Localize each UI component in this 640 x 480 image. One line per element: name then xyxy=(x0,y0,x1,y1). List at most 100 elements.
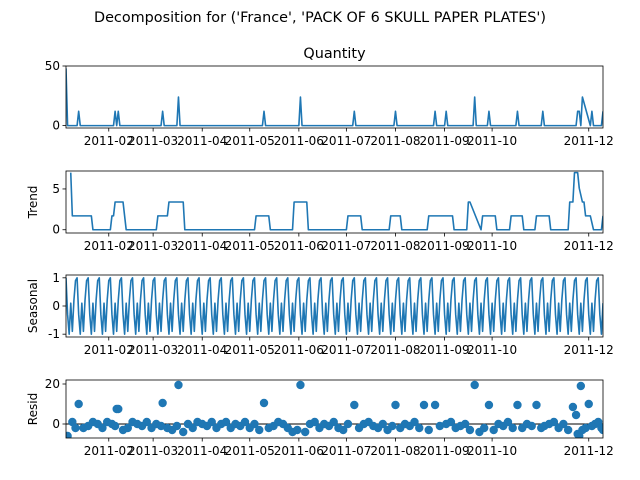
resid-point xyxy=(350,400,359,410)
resid-point xyxy=(489,425,498,435)
resid-point xyxy=(179,427,188,437)
resid-point xyxy=(255,425,264,435)
y-tick-label: 5 xyxy=(52,182,60,196)
panel-1: 0502011-022011-032011-042011-052011-0620… xyxy=(45,46,614,148)
panels: 0502011-022011-032011-042011-052011-0620… xyxy=(26,46,614,458)
x-tick-label: 2011-04 xyxy=(177,134,227,148)
resid-point xyxy=(581,423,590,433)
resid-point xyxy=(430,400,440,410)
x-tick-label: 2011-09 xyxy=(420,343,470,357)
resid-point xyxy=(310,417,319,427)
x-tick-label: 2011-09 xyxy=(420,239,470,253)
x-tick-label: 2011-12 xyxy=(564,134,614,148)
resid-point xyxy=(188,423,197,433)
y-tick-label: -1 xyxy=(48,327,60,341)
x-tick-label: 2011-09 xyxy=(420,444,470,458)
resid-point xyxy=(207,417,216,427)
x-tick-label: 2011-07 xyxy=(321,444,371,458)
resid-point xyxy=(98,423,107,433)
resid-point xyxy=(74,399,83,409)
x-tick-label: 2011-10 xyxy=(467,343,517,357)
x-tick-label: 2011-08 xyxy=(370,239,420,253)
resid-point xyxy=(388,421,397,431)
resid-point xyxy=(71,423,80,433)
x-tick-label: 2011-12 xyxy=(564,239,614,253)
resid-point xyxy=(66,431,72,438)
trend-line xyxy=(69,171,603,231)
x-tick-label: 2011-05 xyxy=(225,134,275,148)
x-tick-label: 2011-08 xyxy=(370,444,420,458)
panel-3: -1012011-022011-032011-042011-052011-062… xyxy=(26,271,614,357)
y-axis-label: Resid xyxy=(26,393,40,425)
resid-point xyxy=(339,425,348,435)
panel-4: 0202011-022011-032011-042011-052011-0620… xyxy=(26,377,614,458)
resid-point xyxy=(549,417,559,427)
x-tick-label: 2011-05 xyxy=(225,343,275,357)
resid-point xyxy=(240,417,250,427)
seasonal-line xyxy=(66,277,603,335)
resid-point xyxy=(410,417,419,427)
axes-frame xyxy=(65,65,604,129)
x-tick-label: 2011-10 xyxy=(467,444,517,458)
x-tick-label: 2011-04 xyxy=(177,239,227,253)
resid-point xyxy=(391,400,400,410)
resid-point xyxy=(250,419,259,429)
x-tick-label: 2011-08 xyxy=(370,343,420,357)
x-tick-label: 2011-09 xyxy=(420,134,470,148)
resid-point xyxy=(484,400,494,410)
resid-point xyxy=(142,417,151,427)
x-tick-label: 2011-02 xyxy=(84,343,134,357)
figure-suptitle: Decomposition for ('France', 'PACK OF 6 … xyxy=(94,10,546,26)
x-tick-label: 2011-03 xyxy=(128,239,178,253)
x-tick-label: 2011-12 xyxy=(564,444,614,458)
x-tick-label: 2011-03 xyxy=(128,343,178,357)
resid-point xyxy=(527,421,536,431)
resid-point xyxy=(156,421,166,431)
resid-point xyxy=(174,380,183,390)
x-tick-label: 2011-02 xyxy=(84,444,134,458)
x-tick-label: 2011-07 xyxy=(321,134,371,148)
x-tick-label: 2011-03 xyxy=(128,444,178,458)
resid-point xyxy=(532,400,541,410)
axes-frame xyxy=(65,379,604,439)
x-tick-label: 2011-10 xyxy=(467,239,517,253)
plot-area xyxy=(66,380,603,438)
x-tick-label: 2011-07 xyxy=(321,239,371,253)
x-tick-label: 2011-08 xyxy=(370,134,420,148)
resid-point xyxy=(296,380,305,390)
x-tick-label: 2011-05 xyxy=(225,444,275,458)
panel-title: Quantity xyxy=(303,46,366,62)
resid-point xyxy=(378,419,388,429)
resid-point xyxy=(571,410,581,420)
x-tick-label: 2011-06 xyxy=(274,134,324,148)
y-tick-label: 0 xyxy=(52,417,60,431)
x-tick-label: 2011-04 xyxy=(177,444,227,458)
y-tick-label: 20 xyxy=(45,377,60,391)
resid-point xyxy=(576,381,586,391)
resid-point xyxy=(470,380,479,390)
y-tick-label: 0 xyxy=(52,299,60,313)
x-tick-label: 2011-12 xyxy=(564,343,614,357)
resid-point xyxy=(343,419,353,429)
y-tick-label: 1 xyxy=(52,271,60,285)
resid-point xyxy=(172,421,182,431)
resid-point xyxy=(465,425,475,435)
resid-point xyxy=(114,404,123,414)
x-tick-label: 2011-07 xyxy=(321,343,371,357)
resid-point xyxy=(300,427,310,437)
y-tick-label: 0 xyxy=(52,223,60,237)
resid-point xyxy=(479,423,489,433)
x-tick-label: 2011-06 xyxy=(274,343,324,357)
resid-point xyxy=(424,425,433,435)
resid-point xyxy=(110,421,120,431)
panel-2: 052011-022011-032011-042011-052011-06201… xyxy=(26,170,614,253)
resid-point xyxy=(503,417,513,427)
resid-point xyxy=(419,400,429,410)
resid-point xyxy=(460,419,470,429)
resid-point xyxy=(568,402,578,412)
resid-point xyxy=(415,423,424,433)
axes-frame xyxy=(65,170,604,234)
resid-point xyxy=(221,417,231,427)
y-axis-label: Seasonal xyxy=(26,279,40,333)
plot-area xyxy=(66,68,603,127)
